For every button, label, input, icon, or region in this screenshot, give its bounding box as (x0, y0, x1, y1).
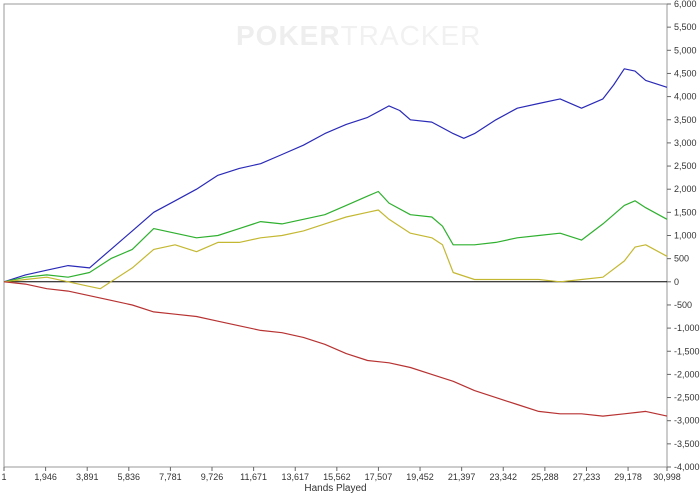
y-tick-label: 0 (674, 277, 679, 287)
x-axis-title: Hands Played (304, 483, 366, 493)
x-tick-label: 19,452 (406, 472, 434, 482)
x-tick-label: 7,781 (159, 472, 182, 482)
y-tick-label: 4,000 (674, 92, 697, 102)
x-tick-label: 13,617 (281, 472, 309, 482)
x-tick-label: 27,233 (573, 472, 601, 482)
y-tick-label: -3,000 (674, 416, 700, 426)
y-tick-label: -500 (674, 300, 692, 310)
series-line-2 (3, 190, 668, 283)
y-tick-label: -4,000 (674, 462, 700, 472)
x-tick-label: 3,891 (76, 472, 99, 482)
y-tick-label: 5,500 (674, 22, 697, 32)
y-tick-label: 2,500 (674, 161, 697, 171)
x-tick-label: 30,998 (653, 472, 681, 482)
y-tick-label: -1,000 (674, 323, 700, 333)
x-tick-label: 21,397 (448, 472, 476, 482)
x-tick-label: 11,671 (240, 472, 267, 482)
x-tick-label: 25,288 (531, 472, 559, 482)
y-tick-label: -1,500 (674, 346, 700, 356)
x-tick-label: 29,178 (614, 472, 642, 482)
y-tick-label: -3,500 (674, 439, 700, 449)
y-tick-label: 2,000 (674, 184, 697, 194)
x-tick-label: 17,507 (365, 472, 393, 482)
watermark-part1: POKER (236, 20, 341, 51)
series-line-1 (3, 68, 668, 283)
y-tick-label: 1,500 (674, 207, 697, 217)
y-tick-label: 500 (674, 254, 689, 264)
x-tick-label: 1,946 (34, 472, 57, 482)
y-tick-label: 1,000 (674, 231, 697, 241)
watermark-text: POKERTRACKER (236, 20, 481, 51)
x-tick-label: 5,836 (118, 472, 141, 482)
y-tick-label: -2,000 (674, 369, 700, 379)
y-tick-label: -2,500 (674, 393, 700, 403)
x-tick-label: 15,562 (323, 472, 351, 482)
y-tick-label: 3,500 (674, 115, 697, 125)
y-tick-label: 4,500 (674, 68, 697, 78)
series-line-3 (3, 209, 668, 290)
y-axis: 6,000 5,500 5,000 4,500 4,000 3,500 3,000 2,500… (667, 0, 700, 472)
y-tick-label: 5,000 (674, 45, 697, 55)
series-layer (3, 68, 668, 417)
x-tick-label: 23,342 (489, 472, 517, 482)
y-tick-label: 3,000 (674, 138, 697, 148)
watermark-part2: TRACKER (341, 20, 482, 51)
x-tick-label: 1 (1, 472, 6, 482)
y-tick-label: 6,000 (674, 0, 697, 9)
x-axis: 1 1,946 3,891 5,836 7,781 9,726 11,671 13,617 15… (1, 467, 681, 482)
x-tick-label: 9,726 (201, 472, 224, 482)
series-line-4 (3, 281, 668, 417)
